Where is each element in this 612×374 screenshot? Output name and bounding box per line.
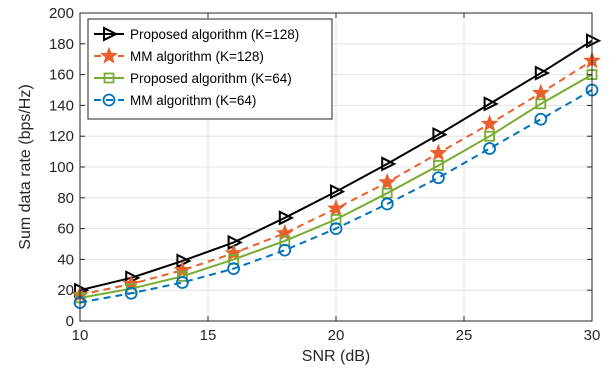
y-tick-label: 80 — [57, 190, 74, 207]
data-point — [327, 199, 345, 217]
data-point — [432, 160, 444, 171]
data-point — [480, 114, 499, 132]
legend-entry: MM algorithm (K=64) — [94, 93, 256, 108]
y-tick-label: 120 — [49, 128, 74, 145]
x-axis-title: SNR (dB) — [302, 348, 370, 365]
y-tick-label: 60 — [57, 221, 74, 238]
y-tick-label: 100 — [49, 159, 74, 176]
y-tick-label: 40 — [57, 251, 74, 268]
y-tick-label: 140 — [49, 97, 74, 114]
data-point — [483, 96, 499, 112]
legend: Proposed algorithm (K=128) MM algorithm (… — [87, 18, 333, 120]
data-point — [431, 171, 445, 185]
legend-marker — [102, 93, 116, 107]
data-point — [124, 286, 138, 300]
data-point — [380, 197, 394, 211]
data-point — [278, 210, 295, 226]
legend-marker — [100, 46, 118, 64]
data-point — [173, 260, 192, 278]
data-point — [534, 65, 551, 81]
x-tick-label: 25 — [456, 327, 473, 344]
y-tick-label: 180 — [49, 36, 74, 53]
legend-label: Proposed algorithm (K=128) — [130, 27, 299, 42]
y-tick-label: 160 — [49, 67, 74, 84]
series-0 — [74, 33, 602, 298]
data-point — [227, 234, 243, 251]
ticks: 10 15 20 25 30 0 20 40 60 80 100 120 140 160 180 200 — [49, 5, 600, 344]
series-line — [79, 73, 593, 299]
legend-entry: Proposed algorithm (K=64) — [94, 71, 292, 86]
data-point — [224, 243, 243, 261]
series-line — [79, 89, 593, 304]
legend-marker — [103, 26, 119, 42]
data-point — [378, 172, 397, 191]
data-point — [483, 142, 497, 155]
data-point — [330, 184, 346, 200]
data-point — [278, 243, 292, 257]
data-point — [381, 156, 397, 172]
series-line — [79, 59, 593, 296]
legend-entry: MM algorithm (K=128) — [94, 46, 264, 64]
legend-entry: Proposed algorithm (K=128) — [94, 26, 299, 42]
y-axis-title: Sum data rate (bps/Hz) — [17, 84, 34, 249]
y-tick-label: 20 — [57, 282, 74, 299]
x-tick-label: 10 — [72, 327, 89, 344]
data-point — [531, 83, 550, 101]
data-point — [535, 98, 547, 110]
data-point — [176, 270, 188, 282]
data-point — [586, 33, 602, 49]
legend-box — [87, 18, 333, 120]
y-tick-label: 0 — [66, 313, 74, 330]
data-point — [484, 130, 496, 142]
grid — [79, 12, 593, 322]
legend-label: MM algorithm (K=128) — [130, 49, 264, 64]
x-tick-label: 20 — [328, 327, 345, 344]
legend-label: MM algorithm (K=64) — [130, 93, 256, 108]
data-point — [429, 143, 448, 161]
data-point — [329, 222, 343, 236]
y-tick-label: 200 — [49, 5, 74, 22]
data-point — [227, 262, 241, 276]
legend-marker — [103, 72, 115, 84]
series-line — [79, 39, 593, 292]
legend-label: Proposed algorithm (K=64) — [130, 71, 292, 86]
x-tick-label: 15 — [200, 327, 217, 344]
x-tick-label: 30 — [584, 327, 601, 344]
data-point — [534, 112, 548, 126]
data-point — [432, 127, 448, 143]
data-point — [175, 276, 189, 289]
